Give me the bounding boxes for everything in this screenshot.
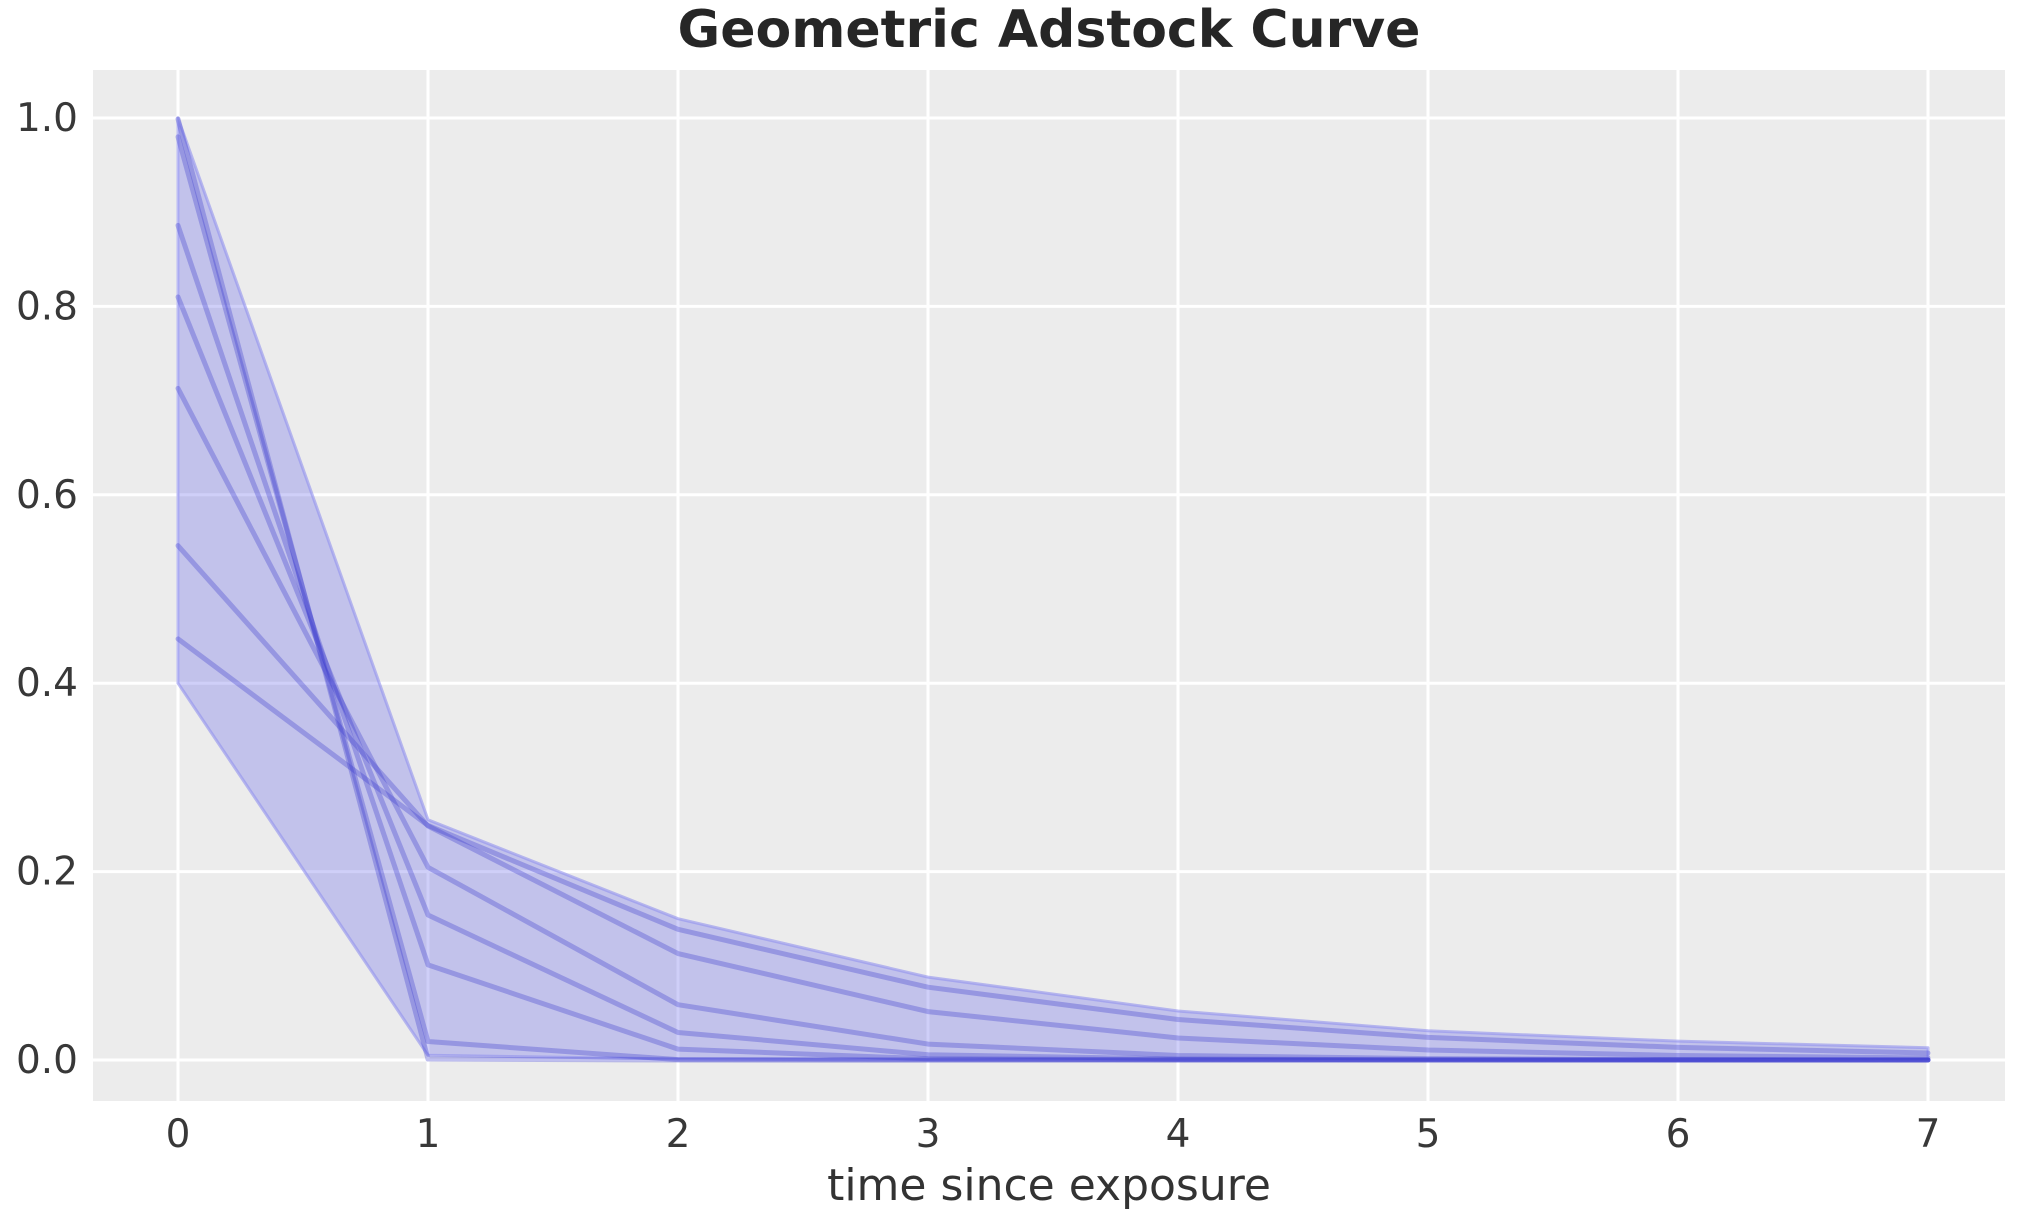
adstock-sample-alpha-0.56 [175, 636, 1931, 1056]
x-tick-label-6: 6 [1666, 1112, 1691, 1157]
x-tick-label-1: 1 [416, 1112, 441, 1157]
x-axis-tick-labels: 0 1 2 3 4 5 6 7 [166, 1112, 1941, 1157]
x-tick-label-7: 7 [1916, 1112, 1941, 1157]
y-tick-label-1.0: 1.0 [16, 96, 78, 141]
y-tick-label-0.8: 0.8 [16, 284, 78, 329]
y-tick-label-0.4: 0.4 [16, 661, 78, 706]
x-tick-label-0: 0 [166, 1112, 191, 1157]
plot-area [93, 70, 2005, 1101]
adstock-sample-alpha-0.19 [175, 294, 1931, 1063]
grid-lines [93, 70, 2005, 1101]
adstock-sample-alpha-0.46 [175, 543, 1931, 1061]
hdi-band [176, 116, 1930, 1062]
adstock-sample-alpha-0.00 [175, 116, 1931, 1063]
x-tick-label-3: 3 [916, 1112, 941, 1157]
x-tick-label-5: 5 [1416, 1112, 1441, 1157]
y-tick-label-0.0: 0.0 [16, 1038, 78, 1083]
adstock-sample-alpha-0.29 [175, 385, 1931, 1063]
y-tick-label-0.2: 0.2 [16, 850, 78, 895]
y-tick-label-0.6: 0.6 [16, 473, 78, 518]
adstock-sample-alpha-0.11 [175, 222, 1931, 1063]
y-axis-tick-labels: 0.0 0.2 0.4 0.6 0.8 1.0 [16, 96, 78, 1083]
hdi-band [176, 116, 1930, 1062]
adstock-sample-alpha-0.02 [175, 134, 1931, 1063]
x-tick-label-2: 2 [666, 1112, 691, 1157]
axes-background [93, 70, 2005, 1101]
adstock-curves [175, 116, 1931, 1063]
chart-title: Geometric Adstock Curve [678, 0, 1421, 60]
x-axis-label: time since exposure [827, 1160, 1271, 1211]
x-tick-label-4: 4 [1166, 1112, 1191, 1157]
